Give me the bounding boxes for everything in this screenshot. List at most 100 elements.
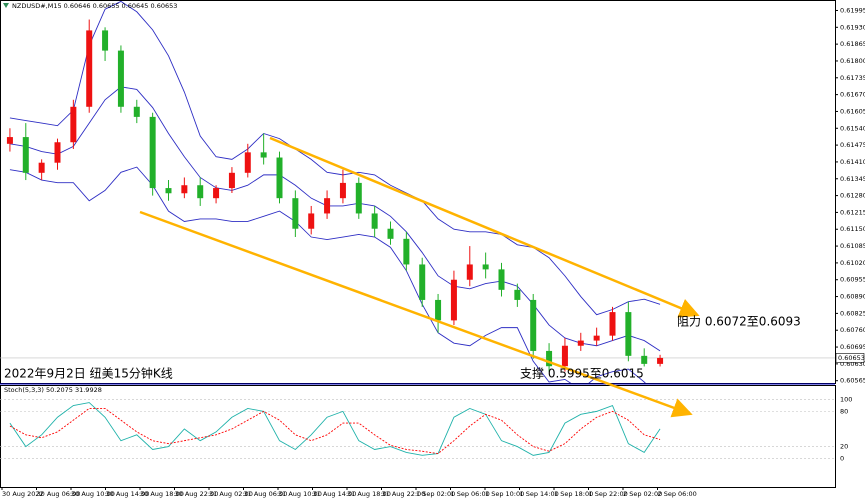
y-tick-label: 0.61020 <box>840 259 865 267</box>
y-tick-label: 0.61345 <box>840 175 865 183</box>
candle-body <box>54 142 61 163</box>
y-tick-label: 0.60565 <box>840 377 865 385</box>
y-tick-label: 0.61735 <box>840 74 865 82</box>
y-tick-label: 0.61605 <box>840 107 865 115</box>
candle-body <box>181 185 188 194</box>
x-tick-label: 30 Aug 18:00 <box>140 490 184 498</box>
y-tick-label: 0.61215 <box>840 208 865 216</box>
stoch-main <box>9 402 661 456</box>
candle-body <box>435 299 442 321</box>
candle-body <box>260 152 267 158</box>
x-tick-label: 2 Sep 06:00 <box>658 490 697 498</box>
candle-body <box>149 116 156 189</box>
y-tick-label: 0.60825 <box>840 309 865 317</box>
candle-body <box>482 264 489 270</box>
candle-body <box>371 213 378 229</box>
stoch-tick-label: 0 <box>840 454 844 462</box>
candle-body <box>133 106 140 117</box>
candle-body <box>419 264 426 300</box>
x-tick-label: 1 Sep 06:00 <box>451 490 490 498</box>
middle-band <box>9 86 661 352</box>
candle-body <box>244 152 251 173</box>
candle-body <box>546 350 553 367</box>
x-tick-label: 1 Sep 14:00 <box>520 490 559 498</box>
candle-body <box>213 188 220 199</box>
stoch-label: Stoch(5,3,3) 50.2075 31.9928 <box>4 386 102 394</box>
y-tick-label: 0.61085 <box>840 242 865 250</box>
stoch-pane <box>0 399 835 459</box>
candle-body <box>86 30 93 107</box>
current-price-label: 0.60653 <box>838 354 865 362</box>
candle-body <box>292 198 299 229</box>
stoch-tick-label: 100 <box>840 396 852 404</box>
candle-body <box>355 182 362 214</box>
candle-body <box>228 172 235 189</box>
candle-body <box>276 157 283 199</box>
y-tick-label: 0.61995 <box>840 6 865 14</box>
x-tick-label: 30 Aug 06:00 <box>37 490 81 498</box>
y-tick-label: 0.61800 <box>840 57 865 65</box>
candle-body <box>530 299 537 351</box>
x-tick-label: 31 Aug 22:00 <box>382 490 426 498</box>
candle-body <box>577 340 584 346</box>
candle-body <box>308 213 315 229</box>
y-tick-label: 0.61150 <box>840 225 865 233</box>
x-tick-label: 30 Aug 14:00 <box>106 490 150 498</box>
y-tick-label: 0.61670 <box>840 91 865 99</box>
x-tick-label: 1 Sep 22:00 <box>589 490 628 498</box>
x-tick-label: 2 Sep 02:00 <box>623 490 662 498</box>
candle-body <box>70 106 77 143</box>
y-tick-label: 0.61930 <box>840 23 865 31</box>
sub-frame <box>0 385 836 488</box>
price-pane <box>0 0 835 383</box>
y-tick-label: 0.61410 <box>840 158 865 166</box>
candle-body <box>593 335 600 341</box>
x-tick-label: 30 Aug 10:00 <box>71 490 115 498</box>
x-tick-label: 30 Aug 22:00 <box>175 490 219 498</box>
candle-body <box>387 228 394 239</box>
y-tick-label: 0.60630 <box>840 360 865 368</box>
candle-body <box>38 162 45 173</box>
y-tick-label: 0.61280 <box>840 192 865 200</box>
candle-body <box>561 345 568 367</box>
resistance-line <box>269 136 700 318</box>
candle-body <box>609 312 616 336</box>
x-tick-label: 1 Sep 02:00 <box>416 490 455 498</box>
x-tick-label: 31 Aug 02:00 <box>209 490 253 498</box>
y-tick-label: 0.60760 <box>840 326 865 334</box>
y-tick-label: 0.60890 <box>840 293 865 301</box>
y-tick-label: 0.61540 <box>840 124 865 132</box>
candle-body <box>625 312 632 356</box>
candle-body <box>165 188 172 194</box>
candle-body <box>450 279 457 321</box>
candle-body <box>117 50 124 107</box>
x-tick-label: 30 Aug 2022 <box>2 490 44 498</box>
y-tick-label: 0.61865 <box>840 40 865 48</box>
x-tick-label: 1 Sep 10:00 <box>485 490 524 498</box>
x-tick-label: 1 Sep 18:00 <box>554 490 593 498</box>
upper-band <box>9 0 661 316</box>
candle-body <box>102 30 109 51</box>
candle-body <box>403 238 410 265</box>
symbol-info: NZDUSD#,M15 0.60646 0.60655 0.60645 0.60… <box>12 2 177 10</box>
support-line <box>139 210 693 418</box>
candle-body <box>466 264 473 280</box>
x-tick-label: 31 Aug 06:00 <box>244 490 288 498</box>
y-tick-label: 0.60955 <box>840 276 865 284</box>
x-tick-label: 31 Aug 10:00 <box>278 490 322 498</box>
candle-body <box>324 198 331 214</box>
y-tick-label: 0.61475 <box>840 141 865 149</box>
candle-body <box>197 185 204 199</box>
symbol-icon <box>3 3 9 8</box>
candle-body <box>22 137 29 173</box>
stoch-tick-label: 80 <box>840 407 848 415</box>
y-tick-label: 0.60695 <box>840 343 865 351</box>
candle-body <box>498 269 505 290</box>
candle-body <box>339 182 346 199</box>
stoch-signal <box>9 407 661 455</box>
x-tick-label: 31 Aug 18:00 <box>347 490 391 498</box>
caption: 2022年9月2日 纽美15分钟K线 <box>4 366 173 381</box>
candle-body <box>641 355 648 364</box>
